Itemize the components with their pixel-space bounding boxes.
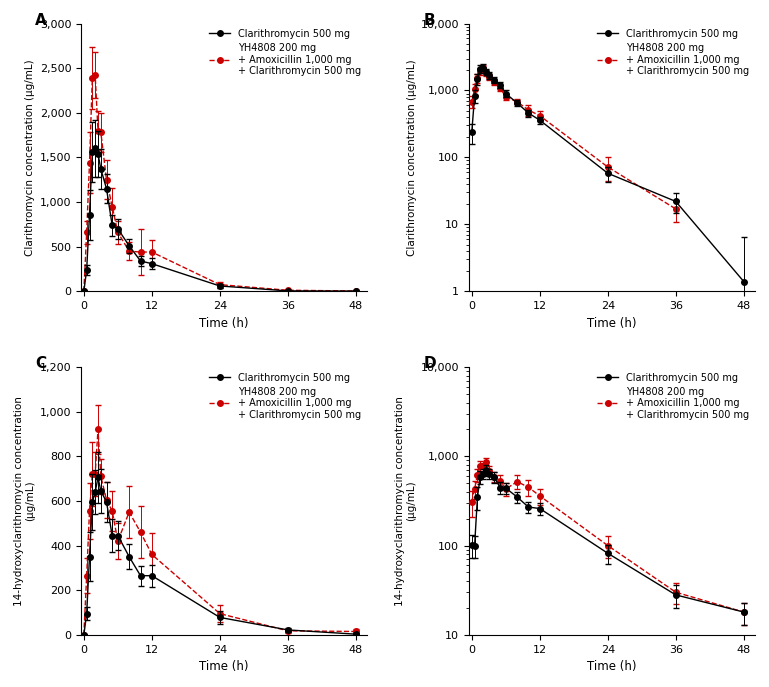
Legend: Clarithromycin 500 mg, YH4808 200 mg
+ Amoxicillin 1,000 mg
+ Clarithromycin 500: Clarithromycin 500 mg, YH4808 200 mg + A… xyxy=(205,25,365,80)
X-axis label: Time (h): Time (h) xyxy=(199,317,249,330)
Legend: Clarithromycin 500 mg, YH4808 200 mg
+ Amoxicillin 1,000 mg
+ Clarithromycin 500: Clarithromycin 500 mg, YH4808 200 mg + A… xyxy=(593,369,753,424)
X-axis label: Time (h): Time (h) xyxy=(588,317,637,330)
Y-axis label: Clarithromycin concentration (μg/mL): Clarithromycin concentration (μg/mL) xyxy=(407,59,417,256)
Text: B: B xyxy=(423,13,434,27)
Y-axis label: 14-hydroxyclarithromycin concentration
(μg/mL): 14-hydroxyclarithromycin concentration (… xyxy=(395,396,417,606)
Legend: Clarithromycin 500 mg, YH4808 200 mg
+ Amoxicillin 1,000 mg
+ Clarithromycin 500: Clarithromycin 500 mg, YH4808 200 mg + A… xyxy=(593,25,753,80)
Text: A: A xyxy=(35,13,47,27)
Y-axis label: Clarithromycin concentration (μg/mL): Clarithromycin concentration (μg/mL) xyxy=(25,59,35,256)
Legend: Clarithromycin 500 mg, YH4808 200 mg
+ Amoxicillin 1,000 mg
+ Clarithromycin 500: Clarithromycin 500 mg, YH4808 200 mg + A… xyxy=(205,369,365,424)
Text: D: D xyxy=(423,357,436,371)
Y-axis label: 14-hydroxyclarithromycin concentration
(μg/mL): 14-hydroxyclarithromycin concentration (… xyxy=(14,396,35,606)
X-axis label: Time (h): Time (h) xyxy=(199,660,249,673)
Text: C: C xyxy=(35,357,46,371)
X-axis label: Time (h): Time (h) xyxy=(588,660,637,673)
